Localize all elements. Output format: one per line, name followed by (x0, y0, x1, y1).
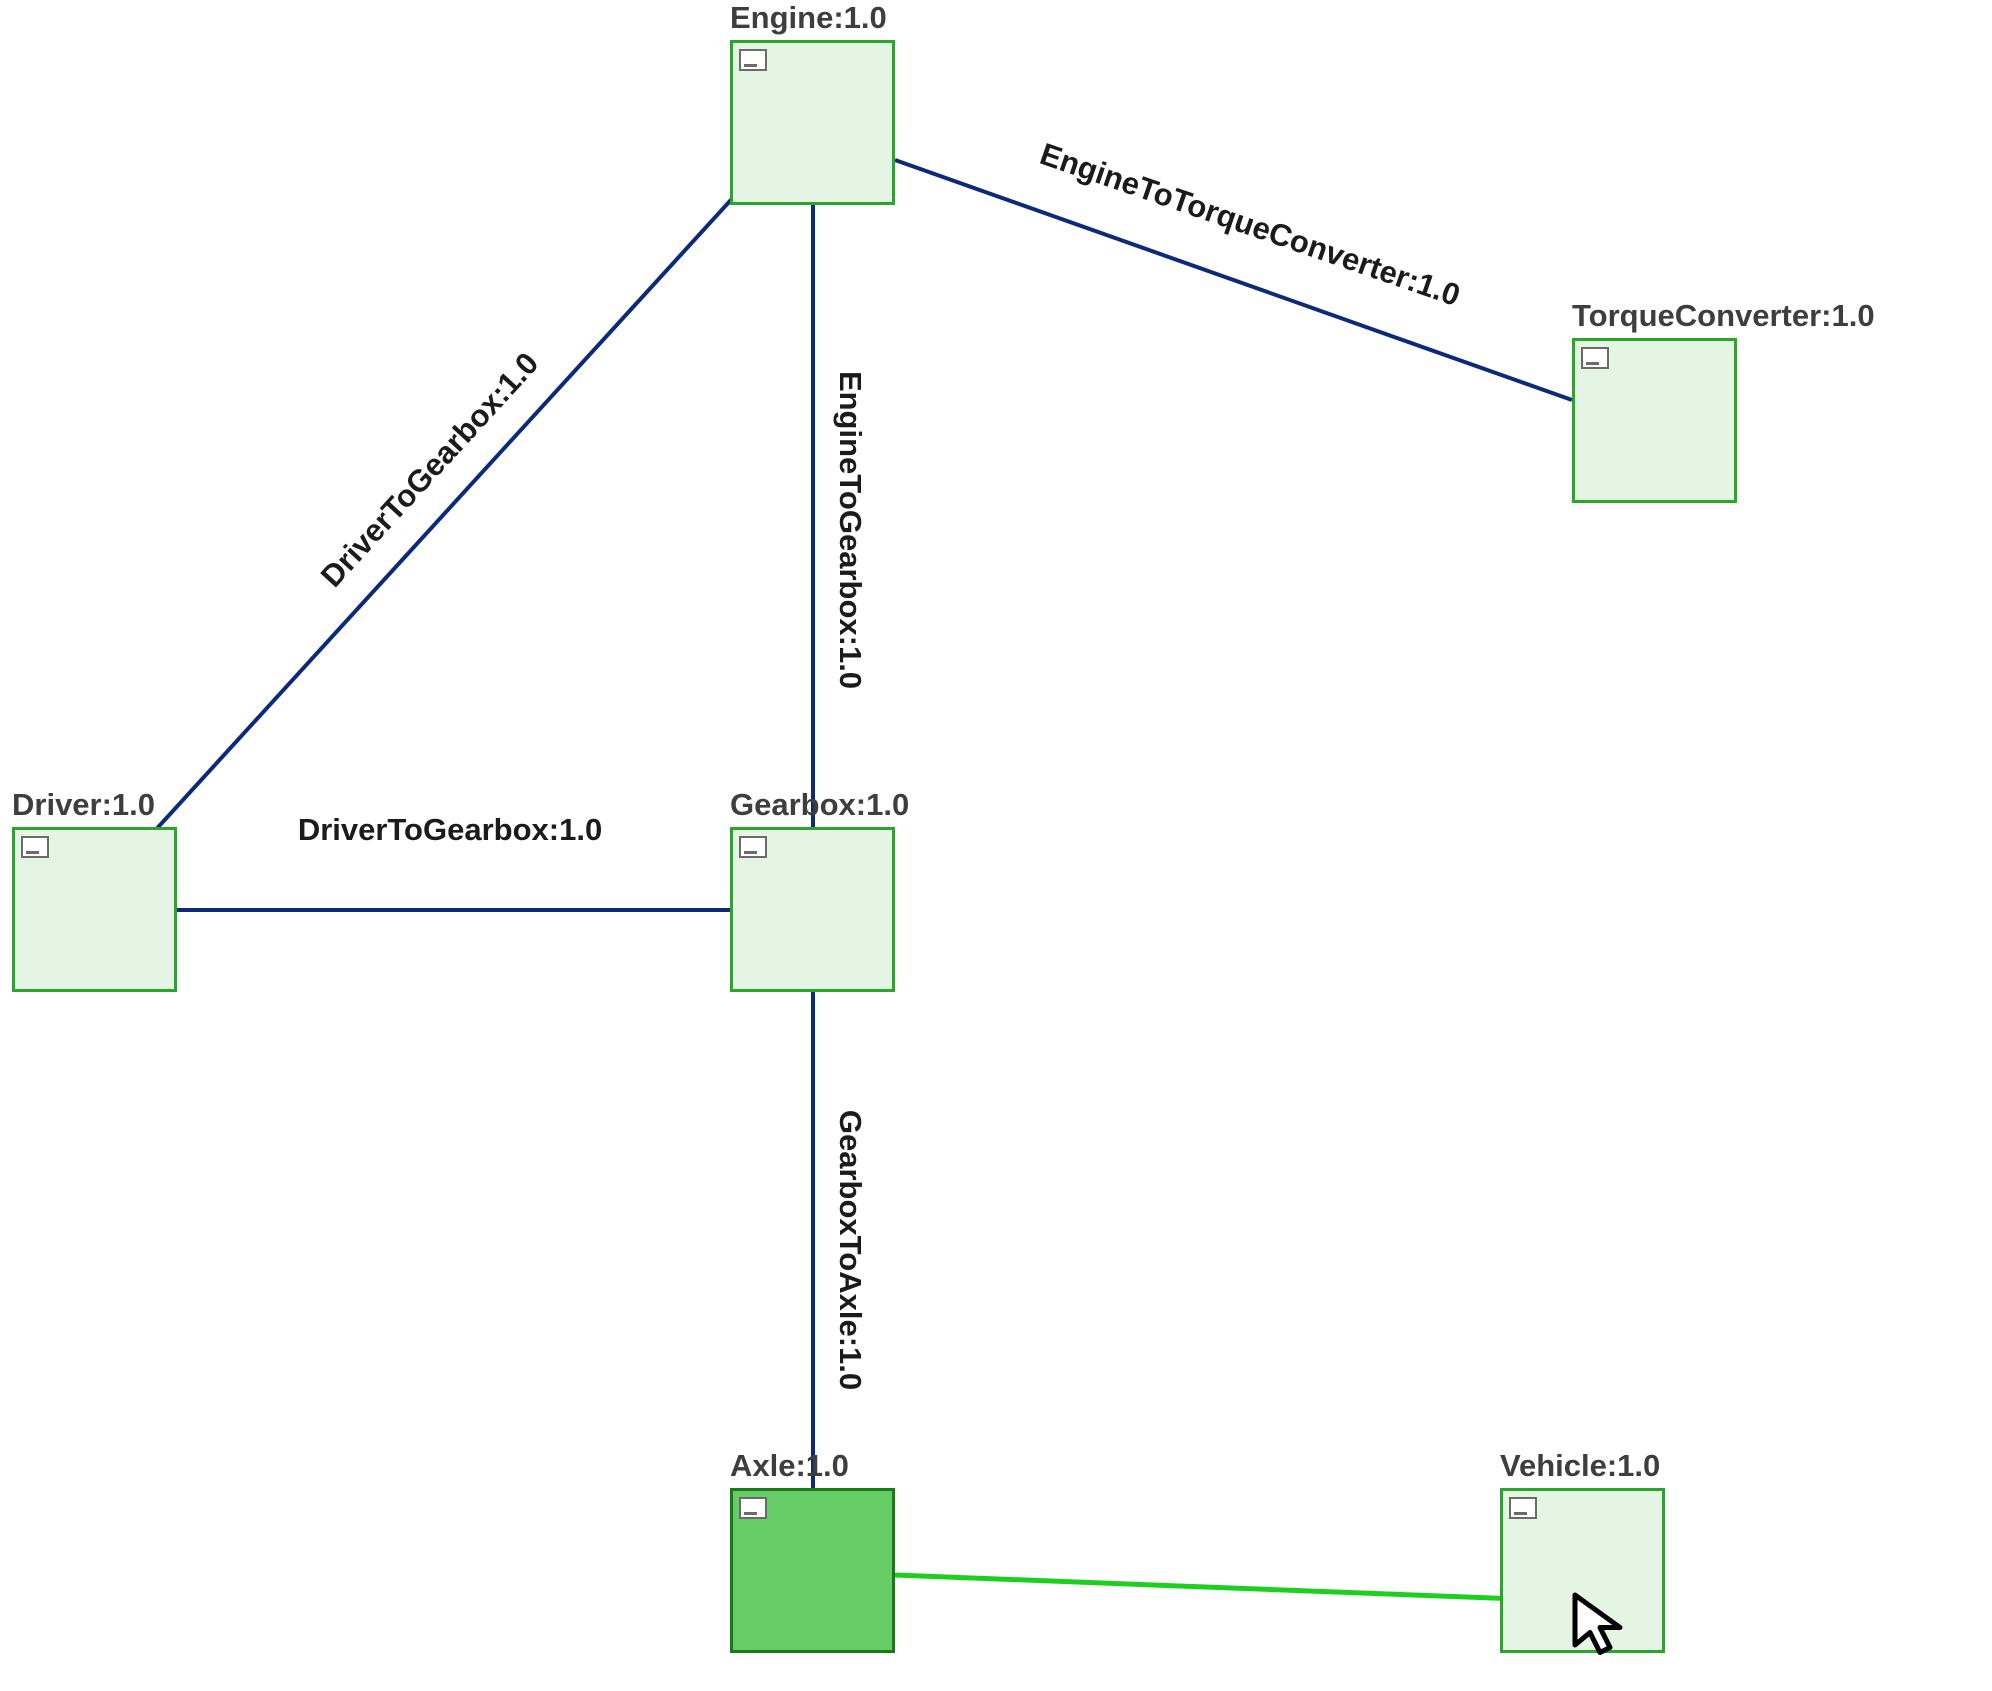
edge-label-engine-torque: EngineToTorqueConverter:1.0 (1035, 136, 1464, 314)
window-icon (739, 1497, 767, 1519)
node-label-gearbox: Gearbox:1.0 (730, 787, 909, 823)
node-label-vehicle: Vehicle:1.0 (1500, 1448, 1660, 1484)
window-icon (21, 836, 49, 858)
window-icon (739, 836, 767, 858)
node-label-driver: Driver:1.0 (12, 787, 155, 823)
node-label-axle: Axle:1.0 (730, 1448, 849, 1484)
edge-label-engine-gearbox: EngineToGearbox:1.0 (832, 371, 868, 689)
node-label-engine: Engine:1.0 (730, 0, 887, 36)
node-box-engine[interactable] (730, 40, 895, 205)
node-box-torque[interactable] (1572, 338, 1737, 503)
window-icon (1509, 1497, 1537, 1519)
node-box-vehicle[interactable] (1500, 1488, 1665, 1653)
edge-axle-vehicle[interactable] (895, 1575, 1595, 1602)
window-icon (1581, 347, 1609, 369)
node-label-torque: TorqueConverter:1.0 (1572, 298, 1875, 334)
edge-driver-engine[interactable] (140, 190, 740, 847)
edge-engine-torque[interactable] (895, 160, 1572, 400)
diagram-canvas[interactable]: EngineToTorqueConverter:1.0 EngineToGear… (0, 0, 1992, 1691)
edge-label-driver-gearbox: DriverToGearbox:1.0 (298, 812, 602, 848)
edge-label-gearbox-axle: GearboxToAxle:1.0 (832, 1110, 868, 1390)
node-box-gearbox[interactable] (730, 827, 895, 992)
window-icon (739, 49, 767, 71)
node-box-driver[interactable] (12, 827, 177, 992)
edge-label-driver-engine: DriverToGearbox:1.0 (314, 346, 546, 595)
node-box-axle[interactable] (730, 1488, 895, 1653)
